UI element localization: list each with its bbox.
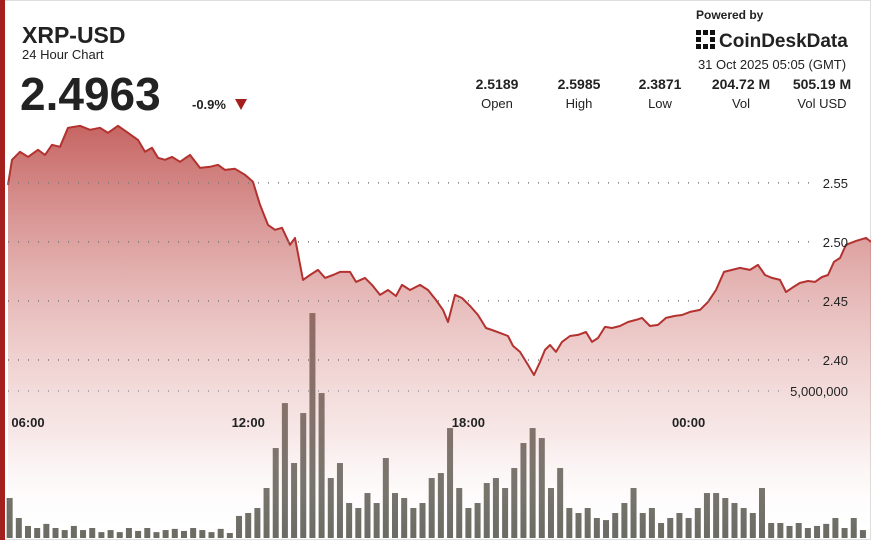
x-tick-label: 06:00 <box>11 415 44 430</box>
price: 2.4963 <box>20 68 161 120</box>
logo-icon <box>696 30 715 49</box>
stat-value: 2.5189 <box>476 76 519 92</box>
x-tick-label: 12:00 <box>232 415 265 430</box>
powered-by: Powered by <box>696 8 764 22</box>
change: -0.9% <box>192 97 226 112</box>
stat-value: 2.3871 <box>639 76 682 92</box>
chart-title: XRP-USD <box>22 22 126 48</box>
chart-subtitle: 24 Hour Chart <box>22 47 104 62</box>
stat-label: Vol USD <box>797 96 846 111</box>
price-layer <box>7 124 871 539</box>
stat-value: 204.72 M <box>712 76 770 92</box>
stat-label: High <box>566 96 593 111</box>
price-line <box>7 124 871 376</box>
x-tick-label: 18:00 <box>452 415 485 430</box>
price-area <box>8 125 871 539</box>
volume-tick-label: 5,000,000 <box>790 384 848 399</box>
accent-bar <box>0 0 5 540</box>
timestamp: 31 Oct 2025 05:05 (GMT) <box>698 57 846 72</box>
axes-layer: 5,000,000 2.40 2.45 2.50 2.55 06:00 12:00 18:00… <box>8 176 848 430</box>
down-arrow <box>235 99 247 110</box>
stat-value: 505.19 M <box>793 76 851 92</box>
stat-value: 2.5985 <box>558 76 601 92</box>
stat-label: Open <box>481 96 513 111</box>
y-tick-label: 2.55 <box>823 176 848 191</box>
x-tick-label: 00:00 <box>672 415 705 430</box>
brand: CoinDeskData <box>719 31 848 52</box>
y-tick-label: 2.50 <box>823 235 848 250</box>
stat-label: Low <box>648 96 672 111</box>
y-tick-label: 2.40 <box>823 353 848 368</box>
y-tick-label: 2.45 <box>823 294 848 309</box>
stat-label: Vol <box>732 96 750 111</box>
